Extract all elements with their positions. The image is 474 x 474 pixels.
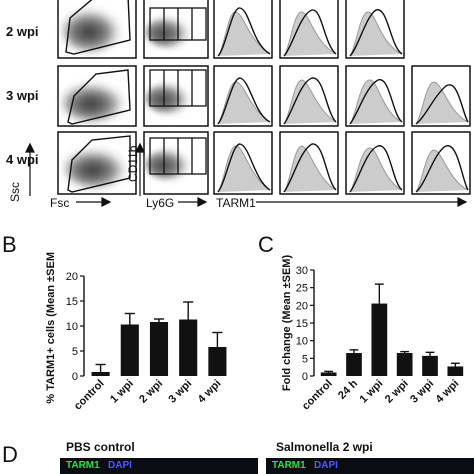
y-tick-label: 30 bbox=[296, 265, 308, 277]
bar bbox=[371, 303, 388, 376]
panel-b-letter: B bbox=[2, 232, 17, 257]
bar bbox=[120, 324, 139, 376]
x-tick-label: 2 wpi bbox=[383, 378, 411, 406]
x-tick-label: 4 wpi bbox=[434, 378, 462, 406]
y-tick-label: 5 bbox=[302, 353, 308, 365]
bar bbox=[396, 353, 413, 376]
scatter-ly6g-cd11b-column bbox=[143, 0, 209, 195]
x-tick-label: 24 h bbox=[336, 377, 360, 401]
y-axis-label: % TARM1+ cells (Mean ±SEM) bbox=[45, 252, 57, 404]
y-tick-label: 20 bbox=[296, 300, 308, 312]
panel-c-letter: C bbox=[258, 232, 274, 257]
x-tick-label: 4 wpi bbox=[196, 378, 224, 406]
x-tick-label: 2 wpi bbox=[137, 378, 165, 406]
bar bbox=[320, 372, 337, 376]
tarm1-axis-label: TARM1 bbox=[216, 196, 256, 210]
pbs-control-title: PBS control bbox=[66, 440, 135, 454]
row-label-3wpi: 3 wpi bbox=[6, 88, 39, 103]
bar bbox=[208, 347, 227, 376]
x-tick-label: 3 wpi bbox=[408, 378, 436, 406]
bar bbox=[346, 353, 362, 376]
panel-a-flow-grid bbox=[25, 0, 471, 207]
pbs-control-micrograph: TARM1 DAPI bbox=[60, 458, 258, 474]
fsc-axis-label: Fsc bbox=[50, 196, 70, 210]
dapi-stain-label: DAPI bbox=[314, 460, 338, 471]
bar bbox=[179, 319, 198, 376]
tarm1-stain-label: TARM1 bbox=[66, 460, 100, 471]
row-label-4wpi: 4 wpi bbox=[6, 152, 39, 167]
bar bbox=[149, 322, 169, 376]
y-tick-label: 15 bbox=[296, 318, 308, 330]
bar bbox=[422, 355, 438, 376]
y-tick-label: 0 bbox=[72, 371, 78, 383]
ssc-axis-label: Ssc bbox=[8, 181, 22, 202]
scatter-fsc-ssc-column bbox=[57, 0, 137, 195]
x-tick-label: 1 wpi bbox=[108, 378, 136, 406]
y-axis-label: Fold change (Mean ±SEM) bbox=[281, 255, 293, 392]
tarm1-stain-label: TARM1 bbox=[272, 460, 306, 471]
ly6g-axis-label: Ly6G bbox=[146, 196, 175, 210]
x-tick-label: 3 wpi bbox=[166, 378, 194, 406]
bar bbox=[91, 372, 110, 376]
panel-d-letter: D bbox=[2, 442, 18, 467]
y-tick-label: 20 bbox=[66, 271, 78, 283]
bar bbox=[447, 366, 464, 376]
y-tick-label: 15 bbox=[66, 296, 78, 308]
axis-arrows bbox=[25, 142, 468, 207]
x-tick-label: 1 wpi bbox=[358, 378, 386, 406]
salmonella-micrograph: TARM1 DAPI bbox=[266, 458, 474, 474]
row-label-2wpi: 2 wpi bbox=[6, 24, 39, 39]
tarm1-histogram-grid bbox=[213, 0, 471, 195]
cd11b-axis-label: CD11b bbox=[126, 145, 140, 182]
y-tick-label: 10 bbox=[66, 321, 78, 333]
y-tick-label: 25 bbox=[296, 283, 308, 295]
dapi-stain-label: DAPI bbox=[108, 460, 132, 471]
y-tick-label: 5 bbox=[72, 346, 78, 358]
y-tick-label: 0 bbox=[302, 371, 308, 383]
salmonella-title: Salmonella 2 wpi bbox=[276, 440, 373, 454]
y-tick-label: 10 bbox=[296, 336, 308, 348]
